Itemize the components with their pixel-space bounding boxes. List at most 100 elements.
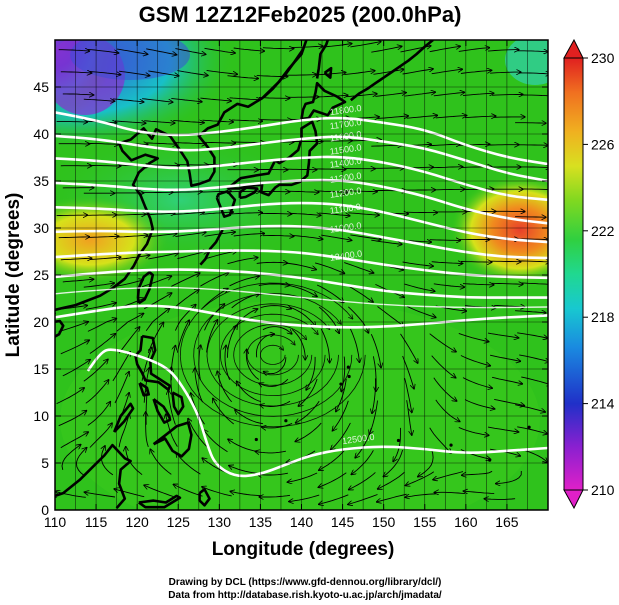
streamline: [118, 414, 129, 448]
y-tick-label: 15: [33, 361, 49, 377]
streamline: [496, 470, 522, 484]
streamline: [406, 115, 438, 119]
streamline: [87, 48, 119, 53]
streamline: [295, 422, 322, 442]
y-tick-label: 10: [33, 408, 49, 424]
streamline: [83, 99, 115, 101]
x-tick-label: 120: [125, 514, 149, 530]
streamline: [402, 261, 434, 266]
streamline: [400, 333, 418, 363]
coastline: [199, 229, 224, 266]
streamline: [287, 472, 318, 482]
streamline: [377, 306, 404, 327]
streamline: [58, 237, 90, 238]
streamline: [148, 165, 179, 166]
streamline: [517, 145, 548, 146]
streamline: [112, 352, 130, 382]
streamline: [348, 494, 378, 505]
streamline: [434, 492, 466, 493]
streamline: [320, 328, 329, 363]
island: [284, 419, 288, 423]
x-tick-label: 110: [44, 514, 67, 530]
x-tick-label: 145: [331, 514, 355, 530]
streamline: [89, 166, 121, 167]
streamline: [463, 491, 495, 493]
streamline: [204, 142, 236, 143]
streamline: [89, 423, 112, 448]
streamline: [229, 98, 261, 100]
y-tick-label: 35: [33, 173, 49, 189]
coastline: [138, 382, 150, 397]
streamline: [433, 283, 465, 287]
streamline: [89, 334, 116, 354]
streamline: [332, 400, 349, 431]
streamline: [431, 167, 463, 168]
streamline: [87, 318, 117, 332]
streamline: [393, 427, 401, 462]
x-tick-label: 135: [249, 514, 273, 530]
contour-label: 11100.0: [329, 202, 361, 216]
streamline: [292, 234, 323, 239]
streamline: [147, 322, 163, 354]
streamline: [484, 499, 516, 500]
streamline: [75, 448, 86, 476]
anticyclone-streamline: [193, 292, 353, 417]
streamline: [431, 69, 463, 75]
streamline: [171, 192, 202, 193]
streamline: [148, 253, 179, 260]
streamline: [204, 304, 225, 331]
streamline: [56, 388, 85, 405]
streamline: [227, 75, 259, 79]
streamline: [60, 72, 92, 73]
anticyclone-streamline: [259, 344, 286, 365]
streamline: [344, 71, 375, 76]
coastline: [315, 40, 330, 79]
credit-drawing: Drawing by DCL (https://www.gfd-dennou.o…: [168, 577, 442, 588]
x-axis-label: Longitude (degrees): [212, 539, 395, 560]
streamline: [487, 50, 519, 52]
streamline: [402, 69, 434, 75]
streamline: [490, 354, 521, 361]
island: [346, 365, 350, 369]
streamline: [433, 471, 464, 480]
streamline: [85, 303, 117, 310]
streamline: [58, 411, 87, 427]
contour-label: 11600.0: [329, 129, 362, 143]
contour-label: 11700.0: [329, 117, 362, 131]
streamline: [62, 279, 94, 283]
streamline: [229, 466, 259, 474]
streamline: [58, 50, 90, 51]
streamline: [458, 426, 489, 435]
streamline: [188, 418, 207, 447]
coastline: [55, 319, 65, 339]
streamline: [141, 276, 172, 288]
streamline: [331, 422, 351, 450]
streamline: [60, 258, 92, 260]
streamline: [519, 167, 548, 168]
streamline: [176, 320, 189, 353]
streamline: [377, 471, 405, 489]
streamline: [492, 283, 523, 284]
streamline: [228, 439, 257, 452]
streamline: [464, 399, 495, 409]
streamline: [262, 326, 292, 334]
streamline: [144, 485, 174, 497]
streamline: [204, 430, 228, 453]
streamline: [83, 283, 115, 288]
height-contour-line: [55, 155, 548, 202]
coastline: [263, 48, 305, 98]
streamline: [233, 47, 265, 51]
streamline: [462, 93, 494, 95]
streamline: [263, 357, 287, 374]
streamline: [372, 356, 376, 391]
contour-label: 11800.0: [329, 103, 362, 117]
streamline: [431, 355, 456, 378]
streamline: [492, 95, 523, 96]
wind-streamlines: [55, 42, 548, 505]
y-tick-label: 40: [33, 126, 49, 142]
streamline: [118, 327, 140, 354]
streamline: [346, 284, 373, 303]
height-contour-line: [55, 201, 548, 244]
streamline: [176, 453, 201, 475]
